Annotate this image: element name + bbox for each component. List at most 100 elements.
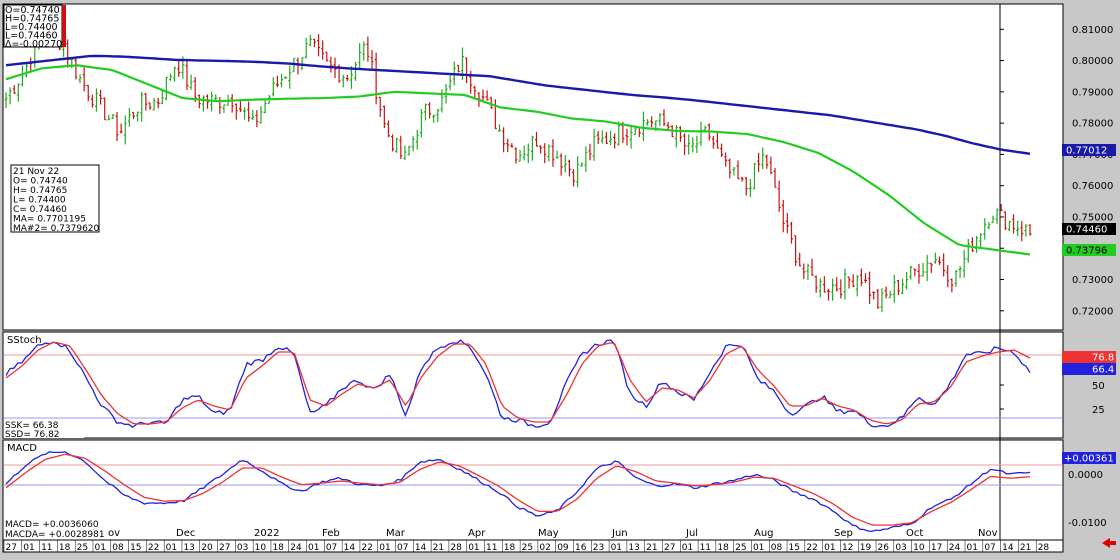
ohlc-bar (847, 276, 851, 289)
ohlc-bar (987, 222, 991, 230)
scroll-left-arrow-icon[interactable] (1102, 538, 1116, 548)
ohlc-bar (674, 124, 678, 148)
ohlc-bar (826, 288, 830, 301)
ohlc-bar (345, 74, 349, 82)
ohlc-bar (789, 221, 793, 244)
ohlc-bar (321, 40, 325, 60)
data-window-low: L= 0.74400 (13, 196, 66, 206)
macda-readout: MACDA= +0.0028981 (5, 530, 105, 540)
ohlc-bar (761, 147, 765, 170)
ohlc-bar (646, 119, 650, 126)
ohlc-bar (798, 252, 802, 267)
day-label: 07 (326, 543, 337, 553)
price-panel[interactable] (2, 3, 1064, 331)
ohlc-bar (271, 77, 275, 97)
ohlc-bar (752, 163, 756, 190)
ohlc-bar (206, 94, 210, 109)
ohlc-bar (144, 92, 148, 111)
day-label: 12 (842, 543, 853, 553)
ohlc-bar (12, 85, 16, 94)
ohlc-bar (189, 74, 193, 90)
day-label: 18 (504, 543, 516, 553)
day-label: 18 (717, 543, 729, 553)
day-label: 10 (913, 543, 925, 553)
ohlc-bar (831, 278, 835, 301)
ohlc-bar (1007, 220, 1011, 232)
ohlc-bar (720, 143, 724, 158)
ohlc-bar (243, 107, 247, 120)
ohlc-bar (423, 103, 427, 121)
month-label: Oct (906, 528, 923, 539)
ohlc-bar (193, 77, 197, 103)
last-price-badge (1062, 223, 1116, 235)
price-tick-label: 0.75000 (1072, 212, 1113, 223)
macda-line (5, 453, 1031, 526)
day-label: 01 (753, 543, 764, 553)
ohlc-bar (785, 212, 789, 234)
ohlc-bar (518, 149, 522, 162)
ohlc-bar (485, 90, 489, 101)
day-labels: 27 01 11 18 25 01 08 15 22 01 13 20 27 03 10 18 24 01 07 14… (3, 540, 1049, 553)
ohlc-bar (687, 134, 691, 155)
macd-tick-zero: 0.0000 (1068, 470, 1103, 481)
ohlc-bar (497, 124, 501, 132)
day-label: 27 (6, 543, 17, 553)
day-label: 01 (23, 543, 34, 553)
ohlc-bar (962, 249, 966, 278)
ohlc-bar (839, 279, 843, 299)
ohlc-bar (115, 112, 119, 142)
ohlc-bar (16, 83, 20, 102)
ohlc-bar (386, 120, 390, 138)
ohlc-bar (950, 278, 954, 293)
ohlc-bar (567, 159, 571, 177)
ohlc-bar (954, 270, 958, 287)
ohlc-bar (4, 92, 8, 109)
ohlc-bar (1024, 223, 1028, 237)
macd-panel[interactable] (2, 439, 1064, 541)
stoch-panel[interactable] (2, 331, 1064, 439)
ohlc-bar (382, 105, 386, 129)
ohlc-bar (374, 52, 378, 105)
month-label: Sep (834, 528, 853, 539)
data-window-ma2: MA#2= 0.7379620 (13, 224, 100, 234)
day-label: 24 (949, 543, 961, 553)
day-label: 28 (450, 543, 462, 553)
day-label: 14 (1002, 543, 1014, 553)
ohlc-bar (683, 133, 687, 156)
ohlc-bar (312, 38, 316, 48)
ssd-readout: SSD= 76.82 (5, 430, 60, 440)
day-label: 16 (575, 543, 587, 553)
ohlc-bar (436, 108, 440, 123)
day-label: 20 (201, 543, 213, 553)
ohlc-bars (4, 18, 1032, 313)
day-label: 07 (984, 543, 995, 553)
ohlc-bar (1016, 220, 1020, 237)
day-label: 25 (522, 543, 533, 553)
ohlc-bar (715, 132, 719, 149)
ohlc-bar (131, 111, 135, 120)
ssk-readout: SSK= 66.38 (5, 421, 59, 431)
ohlc-bar (777, 180, 781, 212)
month-label: May (538, 528, 559, 539)
day-label: 07 (397, 543, 408, 553)
ohlc-bar (251, 109, 255, 121)
day-label: 18 (272, 543, 284, 553)
ohlc-bar (913, 268, 917, 277)
price-tick-label: 0.76000 (1072, 181, 1113, 192)
ohlc-bar (958, 266, 962, 279)
month-labels: ov Dec 2022 Feb Mar Apr May Jun Jul Aug Sep Oct Nov (108, 528, 998, 539)
data-window-date: 21 Nov 22 (13, 167, 59, 177)
ohlc-bar (979, 233, 983, 249)
data-window-open: O= 0.74740 (13, 177, 68, 187)
day-label: 22 (806, 543, 817, 553)
day-label: 01 (94, 543, 105, 553)
day-label: 22 (148, 543, 159, 553)
ohlc-bar (432, 114, 436, 123)
ohlc-bar (238, 100, 242, 113)
ohlc-bar (728, 158, 732, 179)
ohlc-bar (555, 150, 559, 159)
ohlc-bar (769, 156, 773, 175)
ohlc-bar (391, 134, 395, 152)
ohlc-bar (288, 65, 292, 89)
ohlc-bar (781, 200, 785, 233)
